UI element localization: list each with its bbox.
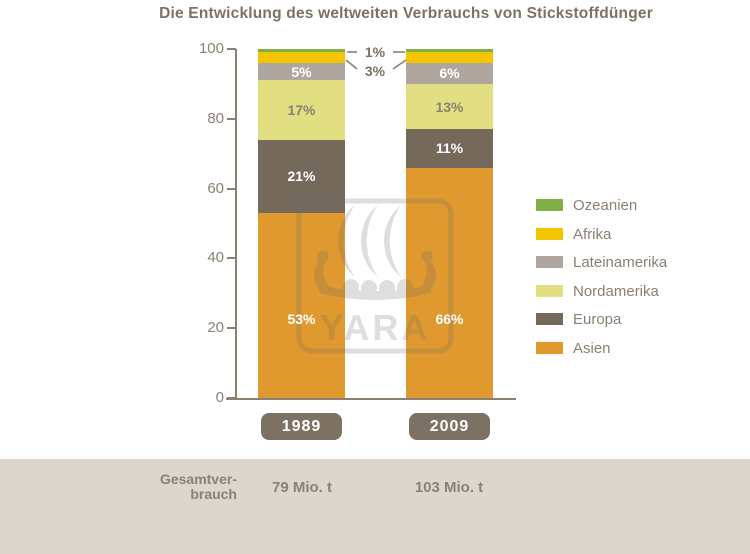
legend-swatch-lateinamerika [536,256,563,269]
segment-asien-2009 [406,167,493,398]
legend-label-asien: Asien [573,340,611,357]
segment-europa-2009 [406,129,493,168]
segment-ozeanien-1989 [258,49,345,53]
legend-label-europa: Europa [573,311,622,329]
legend-swatch-ozeanien [536,199,563,211]
legend-label-lateinamerika: Lateinamerika [573,254,668,272]
y-tick-label-0: 0 [215,389,224,406]
legend-swatch-asien [536,342,563,354]
y-axis-line [235,49,237,400]
segment-europa-1989 [258,139,345,214]
y-tick-0 [227,397,236,399]
y-tick-60 [227,187,236,190]
y-tick-40 [227,257,236,260]
segment-afrika-2009 [406,52,493,63]
segment-label-europa-1989: 21% [287,168,316,185]
y-tick-80 [227,117,236,120]
y-tick-20 [227,327,236,330]
y-tick-label-40: 40 [207,249,224,267]
totals-strip [0,459,750,554]
segment-asien-1989 [258,213,345,398]
totals-caption-line1: Gesamtver- [159,471,237,487]
total-value-1989: 79 Mio. t [271,479,332,496]
total-value-2009: 103 Mio. t [414,479,484,496]
legend-label-nordamerika: Nordamerika [573,282,659,300]
legend-label-afrika: Afrika [573,225,612,243]
segment-label-lateinamerika-1989: 5% [291,63,312,80]
y-tick-100 [227,48,236,50]
segment-label-lateinamerika-2009: 6% [439,65,460,82]
segment-label-europa-2009: 11% [435,140,464,157]
segment-label-asien-1989: 53% [287,311,316,327]
totals-caption: Gesamtver- brauch [80,472,237,502]
chart-title: Die Entwicklung des weltweiten Verbrauch… [159,5,653,22]
legend-swatch-afrika [536,227,563,240]
segment-lateinamerika-1989 [258,62,345,81]
y-tick-label-20: 20 [207,319,224,337]
segment-lateinamerika-2009 [406,62,493,84]
y-tick-label-80: 80 [207,109,224,127]
callout-connector-lines [345,51,407,70]
x-axis-baseline [226,398,516,400]
legend-swatch-europa [536,313,563,326]
segment-label-nordamerika-1989: 17% [287,102,316,119]
segment-nordamerika-2009 [406,83,493,130]
totals-caption-line2: brauch [190,486,237,502]
year-pill-1989: 1989 [261,413,342,440]
callout-label-ozeanien: 1% [364,44,386,60]
segment-nordamerika-1989 [258,80,345,140]
year-pill-2009: 2009 [409,413,490,440]
segment-label-nordamerika-2009: 13% [435,98,464,115]
segment-afrika-1989 [258,52,345,63]
y-tick-label-60: 60 [207,179,224,197]
segment-label-asien-2009: 66% [435,311,464,327]
legend-swatch-nordamerika [536,284,563,297]
legend-label-ozeanien: Ozeanien [573,197,638,214]
callout-label-afrika: 3% [364,63,386,79]
y-tick-label-100: 100 [198,40,224,57]
segment-ozeanien-2009 [406,49,493,53]
